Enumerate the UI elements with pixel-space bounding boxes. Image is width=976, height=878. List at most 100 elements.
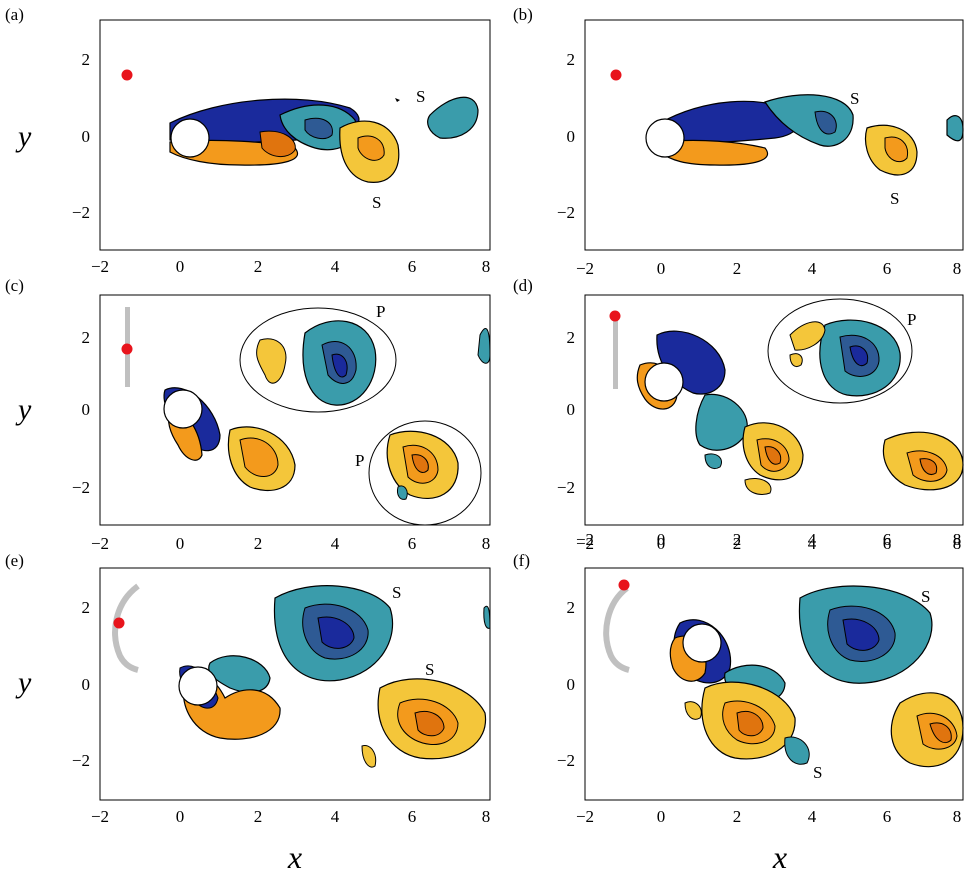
vortex-field: [669, 585, 964, 768]
cylinder: [178, 666, 218, 706]
x-tick-label: 2: [733, 530, 742, 549]
x-tick-label: 0: [657, 807, 666, 826]
plot-frame: [584, 567, 964, 801]
x-tick-label: 2: [733, 807, 742, 826]
x-tick-label: 0: [176, 257, 185, 276]
plot-frame: [584, 19, 964, 251]
plot-frame: [99, 294, 491, 526]
annotation-s: S: [890, 189, 899, 208]
marker-dot: [121, 343, 133, 355]
y-ticks: 2 0 −2: [557, 50, 575, 222]
cylinder: [645, 118, 685, 158]
x-tick-label: 2: [733, 534, 742, 553]
x-tick-label: 8: [482, 257, 491, 276]
y-tick-label: −2: [72, 203, 90, 222]
x-tick-label: 2: [254, 534, 263, 553]
trajectory-arc: [603, 585, 630, 673]
annotation-s: S: [416, 87, 425, 106]
x-tick-label: 8: [482, 534, 491, 553]
vortex-field: [179, 585, 491, 768]
annotation-p: P: [907, 310, 916, 329]
panel-c: (c) P P 2 0 −2 −2: [5, 257, 491, 526]
y-tick-label: 2: [567, 50, 576, 69]
x-ticks: −2 0 2 4 6 8: [576, 534, 961, 553]
x-ticks: −2 0 2 4 6 8 −2 0 2 4 6 8: [91, 534, 490, 826]
x-tick-label: 4: [808, 259, 817, 278]
annotation-s: S: [813, 763, 822, 782]
y-tick-label: −2: [72, 478, 90, 497]
x-tick-label: 8: [482, 807, 491, 826]
x-tick-label: −2: [576, 807, 594, 826]
cylinder: [163, 389, 203, 429]
vortex-field: [659, 94, 964, 176]
x-tick-label: 2: [254, 257, 263, 276]
x-tick-label: 2: [733, 259, 742, 278]
x-ticks: −2 0 2 4 6 8: [91, 257, 490, 276]
y-ticks: 2 0 −2: [72, 598, 90, 770]
x-tick-label: 6: [883, 259, 892, 278]
annotation-s: S: [850, 89, 859, 108]
panel-e: (e) S S 2 0 −2 −2 0 2 4: [5, 534, 491, 875]
y-tick-label: 0: [82, 400, 91, 419]
panel-label: (b): [513, 5, 533, 24]
x-axis-label: x: [287, 839, 302, 875]
marker-dot: [113, 617, 125, 629]
vortex-field: [169, 96, 479, 183]
y-axis-label: y: [15, 666, 32, 699]
x-tick-label: −2: [91, 534, 109, 553]
y-tick-label: 0: [82, 675, 91, 694]
marker-dot: [609, 310, 621, 322]
x-tick-label: 6: [883, 534, 892, 553]
x-axis-label: x: [772, 839, 787, 875]
x-tick-label: 2: [254, 807, 263, 826]
x-tick-label: 4: [808, 807, 817, 826]
x-tick-label: −2: [91, 257, 109, 276]
x-tick-label: 8: [953, 534, 962, 553]
y-axis-label: y: [15, 393, 32, 426]
x-tick-label: −2: [576, 259, 594, 278]
annotation-s: S: [921, 587, 930, 606]
annotation-s: S: [392, 583, 401, 602]
y-tick-label: 2: [567, 598, 576, 617]
marker-dot: [610, 69, 622, 81]
panel-label: (f): [513, 551, 530, 570]
x-ticks: −2 0 2 4 6 8: [576, 259, 961, 278]
panel-d: (d) P 2 0 −2: [513, 276, 964, 553]
x-tick-label: 4: [808, 534, 817, 553]
x-tick-label: 0: [657, 530, 666, 549]
x-tick-label: 6: [883, 530, 892, 549]
y-tick-label: −2: [557, 478, 575, 497]
cylinder: [682, 623, 722, 663]
panel-label: (d): [513, 276, 533, 295]
panel-label: (e): [5, 551, 24, 570]
x-tick-label: −2: [91, 807, 109, 826]
trajectory-arc: [112, 583, 140, 673]
x-ticks: −2 0 2 4 6 8 −2 0 2 4 6 8: [576, 530, 961, 826]
x-tick-label: −2: [576, 530, 594, 549]
x-tick-label: 6: [408, 534, 417, 553]
y-ticks: 2 0 −2: [72, 328, 90, 497]
vortex-field: [163, 307, 491, 526]
marker-dot: [618, 579, 630, 591]
x-tick-label: 0: [657, 259, 666, 278]
y-tick-label: −2: [557, 203, 575, 222]
y-tick-label: 2: [567, 328, 576, 347]
x-tick-label: 4: [808, 530, 817, 549]
y-tick-label: −2: [72, 751, 90, 770]
x-tick-label: 4: [331, 807, 340, 826]
x-tick-label: 4: [331, 257, 340, 276]
panel-f: (f) S S 2 0 −2 −2 0: [513, 530, 964, 875]
annotation-p: P: [355, 451, 364, 470]
cylinder: [170, 118, 210, 158]
y-axis-label: y: [15, 120, 32, 153]
y-tick-label: −2: [557, 751, 575, 770]
y-ticks: 2 0 −2: [72, 50, 90, 222]
y-tick-label: 0: [567, 400, 576, 419]
y-tick-label: 2: [82, 50, 91, 69]
x-tick-label: −2: [576, 534, 594, 553]
annotation-s: S: [425, 660, 434, 679]
x-tick-label: 0: [176, 534, 185, 553]
y-tick-label: 2: [82, 328, 91, 347]
plot-frame: [99, 567, 491, 801]
